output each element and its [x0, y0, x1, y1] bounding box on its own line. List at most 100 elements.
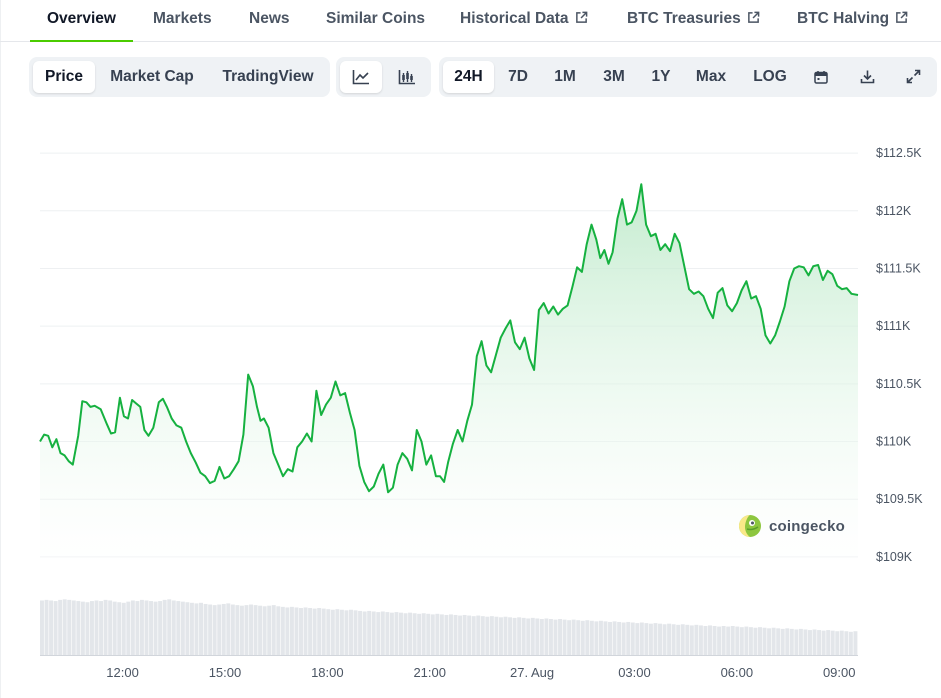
volume-bar [521, 617, 526, 655]
volume-bar [694, 624, 699, 655]
tab-btc-treasuries[interactable]: BTC Treasuries [627, 0, 760, 41]
volume-bar [239, 605, 244, 655]
range-1y-button[interactable]: 1Y [651, 68, 671, 85]
range-24h-button[interactable]: 24H [443, 61, 494, 93]
volume-bar [280, 606, 285, 655]
log-scale-button[interactable]: LOG [753, 68, 787, 85]
x-tick-label: 09:00 [823, 665, 856, 680]
volume-bar [658, 623, 662, 655]
volume-bar [671, 624, 676, 655]
coin-tabs: Overview Markets News Similar Coins Hist… [0, 0, 941, 42]
range-7d-button[interactable]: 7D [508, 68, 528, 85]
y-tick-label: $110.5K [876, 377, 922, 391]
volume-bar [453, 614, 458, 655]
volume-bar [258, 605, 263, 655]
x-tick-label: 06:00 [721, 665, 754, 680]
tab-overview[interactable]: Overview [30, 0, 133, 42]
volume-bar [762, 627, 767, 655]
volume-bar [85, 602, 90, 655]
volume-bar [776, 628, 781, 655]
volume-bar [94, 600, 99, 655]
volume-bar [335, 609, 340, 655]
volume-bar [689, 625, 694, 655]
volume-bar [748, 627, 753, 655]
volume-bar [89, 601, 94, 655]
volume-bar [562, 619, 567, 655]
volume-bar [349, 609, 353, 655]
tab-markets-label: Markets [153, 10, 212, 27]
y-tick-label: $109K [876, 550, 913, 564]
volume-bar [126, 601, 131, 655]
gecko-logo-icon [739, 515, 761, 537]
price-line [39, 183, 859, 494]
volume-bar [458, 615, 463, 655]
volume-bar [226, 603, 231, 655]
volume-bar [598, 620, 603, 655]
price-view-button[interactable]: Price [33, 61, 95, 93]
price-chart[interactable]: $109K $109.5K $110K $110.5K $111K $111.5K $112… [0, 110, 941, 698]
calendar-icon [814, 70, 828, 84]
volume-bar [467, 615, 472, 655]
fullscreen-button[interactable] [897, 61, 929, 93]
volume-bar [508, 617, 513, 655]
volume-bar [53, 601, 58, 655]
range-1m-button[interactable]: 1M [554, 68, 576, 85]
x-tick-label: 18:00 [311, 665, 344, 680]
volume-bar [408, 612, 413, 655]
external-link-icon [575, 11, 587, 23]
volume-bar [489, 616, 494, 655]
volume-bar [526, 618, 531, 655]
volume-bar [767, 628, 772, 655]
download-chart-button[interactable] [851, 61, 883, 93]
volume-bar [480, 616, 485, 655]
tab-markets[interactable]: Markets [153, 0, 212, 41]
x-tick-label: 03:00 [618, 665, 651, 680]
date-range-button[interactable] [805, 61, 837, 93]
volume-bar [289, 606, 294, 655]
market-cap-view-button[interactable]: Market Cap [110, 68, 194, 85]
volume-bar [358, 610, 363, 655]
volume-bar [149, 601, 154, 655]
watermark-text: coingecko [769, 517, 845, 535]
volume-bar [739, 627, 744, 655]
volume-bar [789, 628, 794, 655]
volume-bar [589, 620, 594, 655]
volume-bar [580, 620, 585, 655]
volume-bar [449, 614, 453, 655]
volume-bar [139, 599, 144, 655]
volume-bar [617, 621, 622, 655]
range-max-button[interactable]: Max [695, 68, 727, 85]
line-chart-button[interactable] [340, 61, 382, 93]
volume-bar [294, 607, 299, 655]
tradingview-view-button[interactable]: TradingView [222, 68, 314, 85]
range-3m-button[interactable]: 3M [603, 68, 625, 85]
tab-news[interactable]: News [249, 0, 290, 41]
volume-bar [648, 623, 653, 655]
volume-bar [503, 616, 508, 655]
volume-bar [203, 603, 208, 655]
volume-bar [312, 608, 317, 655]
volume-bar [462, 614, 467, 655]
tab-btc-halving[interactable]: BTC Halving [797, 0, 908, 41]
volume-bar [676, 624, 681, 655]
volume-bar [285, 607, 290, 655]
volume-bar [808, 630, 812, 655]
volume-bar [539, 619, 544, 655]
tab-historical-data[interactable]: Historical Data [460, 0, 588, 41]
volume-bar [621, 622, 626, 655]
tab-similar-coins[interactable]: Similar Coins [326, 0, 425, 41]
volume-bar [303, 607, 308, 655]
volume-bar [803, 629, 808, 655]
volume-bar [262, 606, 267, 655]
volume-bar [217, 604, 222, 655]
volume-bar [430, 614, 435, 655]
volume-bar [498, 617, 503, 655]
volume-bar [812, 629, 817, 655]
coingecko-watermark: coingecko [738, 514, 845, 538]
volume-bar [485, 616, 490, 655]
volume-bar [798, 628, 803, 655]
download-icon [860, 70, 874, 84]
volume-bar [176, 601, 181, 655]
price-area [40, 184, 858, 565]
candlestick-chart-button[interactable] [386, 61, 428, 93]
